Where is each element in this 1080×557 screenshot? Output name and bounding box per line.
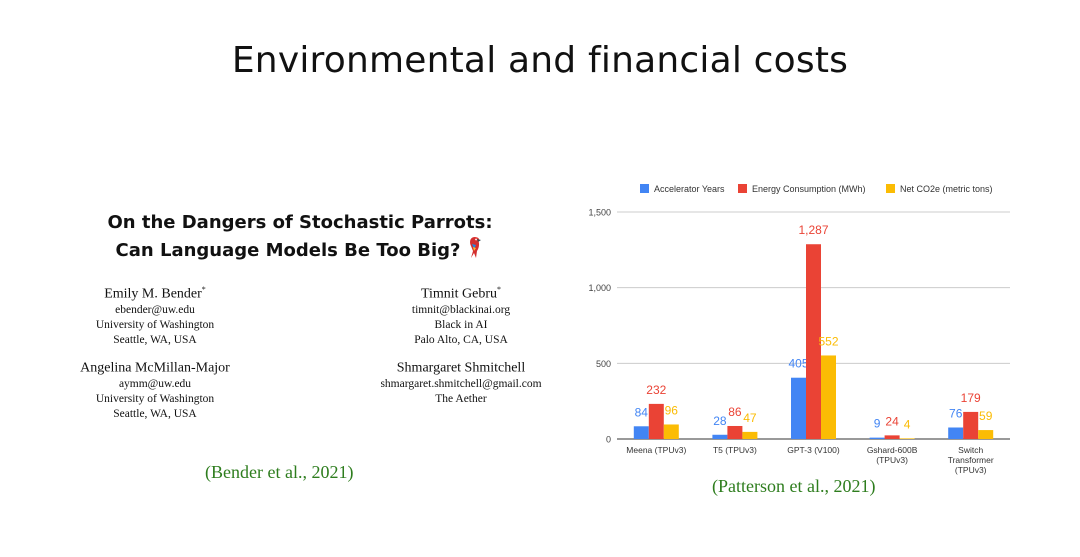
author-mark: * — [201, 285, 206, 294]
bar — [648, 403, 664, 439]
y-tick-label: 500 — [596, 359, 611, 369]
x-tick-label: (TPUv3) — [955, 465, 987, 475]
data-label: 96 — [665, 403, 679, 417]
author-affiliation: Black in AI — [434, 318, 488, 331]
bar-chart: 0 500 1,000 1,500 Accelerator Years Energy Co… — [588, 184, 1010, 475]
data-label: 24 — [885, 414, 899, 428]
bar — [791, 377, 806, 439]
author-name: Timnit Gebru — [420, 286, 498, 302]
data-label: 405 — [788, 357, 808, 371]
x-tick-label: (TPUv3) — [876, 455, 908, 465]
data-label: 1,287 — [798, 223, 828, 237]
author-name: Shmargaret Shmitchell — [396, 360, 526, 376]
data-label: 86 — [728, 405, 742, 419]
data-label: 84 — [635, 405, 649, 419]
author-email: timnit@blackinai.org — [411, 303, 511, 316]
author-location: Seattle, WA, USA — [113, 407, 197, 420]
x-tick-label: Gshard-600B — [867, 445, 918, 455]
data-label: 179 — [961, 391, 981, 405]
author-block: Angelina McMillan-Major aymm@uw.edu Univ… — [28, 355, 282, 422]
legend-label: Net CO2e (metric tons) — [900, 184, 993, 194]
bar — [963, 411, 979, 439]
bar — [663, 424, 679, 439]
legend-swatch — [640, 184, 649, 193]
slide-title: Environmental and financial costs — [231, 40, 849, 81]
author-affiliation: University of Washington — [95, 318, 215, 331]
parrot-icon — [466, 235, 484, 266]
bar — [978, 430, 994, 439]
author-block: Timnit Gebru* timnit@blackinai.org Black… — [351, 281, 571, 348]
bar — [899, 438, 915, 439]
paper-title-line-2-text: Can Language Models Be Too Big? — [115, 240, 461, 261]
author-affiliation: University of Washington — [95, 392, 215, 405]
bar — [884, 435, 900, 439]
data-label: 76 — [949, 406, 963, 420]
bar — [633, 426, 649, 439]
author-email: shmargaret.shmitchell@gmail.com — [380, 377, 542, 390]
data-label: 232 — [646, 383, 666, 397]
legend-swatch — [886, 184, 895, 193]
author-name: Angelina McMillan-Major — [80, 360, 230, 376]
author-name: Emily M. Bender — [104, 286, 202, 302]
paper-citation: (Bender et al., 2021) — [205, 462, 354, 482]
author-block: Emily M. Bender* ebender@uw.edu Universi… — [45, 281, 265, 348]
x-tick-label: Meena (TPUv3) — [626, 445, 686, 455]
data-label: 552 — [818, 334, 838, 348]
paper-title: On the Dangers of Stochastic Parrots: Ca… — [50, 210, 550, 266]
x-tick-label: T5 (TPUv3) — [713, 445, 757, 455]
bar — [727, 425, 743, 439]
author-location: Seattle, WA, USA — [113, 333, 197, 346]
x-tick-label: Transformer — [948, 455, 994, 465]
data-label: 59 — [979, 409, 993, 423]
author-mark: * — [497, 285, 502, 294]
author-email: aymm@uw.edu — [118, 377, 192, 390]
legend-swatch — [738, 184, 747, 193]
bar — [869, 437, 885, 439]
paper-header: On the Dangers of Stochastic Parrots: Ca… — [50, 210, 550, 266]
author-email: ebender@uw.edu — [115, 303, 195, 316]
y-tick-label: 1,000 — [588, 283, 611, 293]
bar — [742, 431, 758, 439]
bar — [948, 427, 964, 439]
author-block: Shmargaret Shmitchell shmargaret.shmitch… — [346, 355, 576, 407]
author-affiliation: The Aether — [435, 392, 487, 405]
y-tick-label: 0 — [606, 435, 611, 445]
bar — [806, 244, 821, 439]
y-tick-label: 1,500 — [588, 208, 611, 218]
bar — [712, 434, 728, 439]
data-label: 28 — [713, 414, 727, 428]
paper-title-line-1: On the Dangers of Stochastic Parrots: — [107, 212, 493, 233]
x-tick-label: GPT-3 (V100) — [787, 445, 840, 455]
data-label: 9 — [874, 417, 881, 431]
paper-title-line-2: Can Language Models Be Too Big? — [50, 235, 550, 266]
legend-label: Accelerator Years — [654, 184, 725, 194]
data-label: 4 — [904, 417, 911, 431]
legend-label: Energy Consumption (MWh) — [752, 184, 866, 194]
x-tick-label: Switch — [958, 445, 983, 455]
bar — [821, 355, 836, 439]
data-label: 47 — [743, 411, 757, 425]
chart-citation: (Patterson et al., 2021) — [712, 476, 876, 496]
author-location: Palo Alto, CA, USA — [414, 333, 508, 346]
